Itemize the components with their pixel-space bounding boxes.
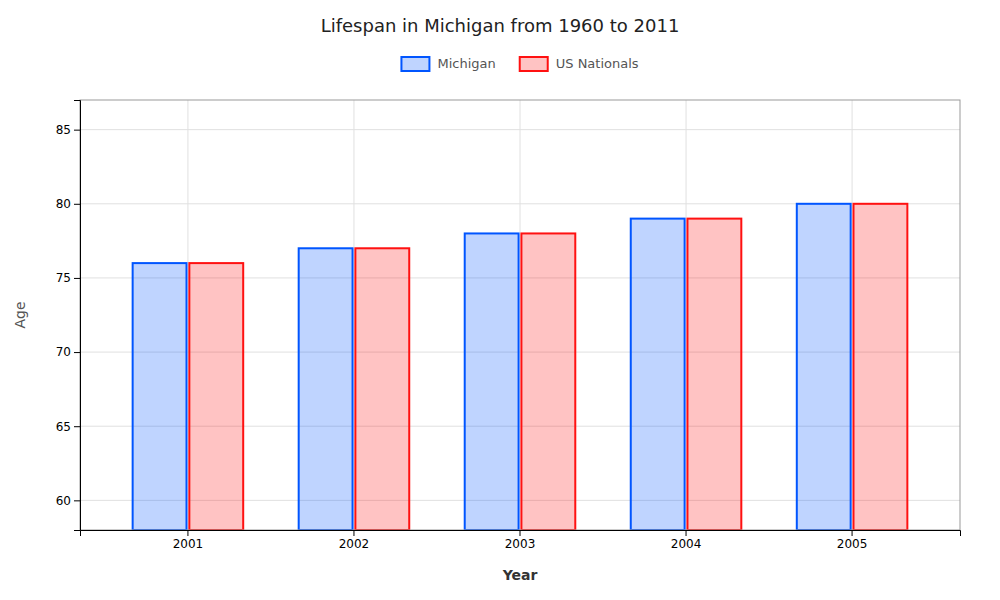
legend-label: US Nationals (556, 56, 639, 71)
x-tick-mark (520, 530, 521, 536)
chart: 2001 2002 2003 2004 2005 60 65 70 75 80 85 Year Age L… (0, 0, 1000, 600)
grid (80, 100, 960, 530)
bars (133, 204, 908, 530)
y-tick-label: 75 (56, 271, 71, 285)
x-tick: 2005 (837, 530, 868, 551)
plot-area: 2001 2002 2003 2004 2005 60 65 70 75 80 85 (56, 100, 961, 551)
x-tick-label: 2001 (173, 537, 204, 551)
legend-item: Michigan (401, 56, 495, 71)
y-tick: 70 (56, 345, 80, 359)
x-tick-label: 2003 (505, 537, 536, 551)
y-axis-line (74, 101, 81, 531)
x-axis: 2001 2002 2003 2004 2005 (81, 530, 961, 551)
legend-swatch (401, 57, 429, 71)
bar (521, 233, 575, 530)
legend: Michigan US Nationals (401, 56, 638, 71)
x-tick: 2001 (173, 530, 204, 551)
y-tick: 80 (56, 197, 80, 211)
y-tick: 75 (56, 271, 80, 285)
x-axis-line (81, 531, 961, 537)
bar (687, 219, 741, 530)
y-tick-label: 80 (56, 197, 71, 211)
x-tick-label: 2002 (339, 537, 370, 551)
y-tick-mark (74, 352, 80, 353)
x-tick: 2002 (339, 530, 370, 551)
grid-line-x (353, 100, 354, 530)
grid-line-x (852, 100, 853, 530)
x-tick: 2004 (671, 530, 702, 551)
x-tick-label: 2005 (837, 537, 868, 551)
title: Lifespan in Michigan from 1960 to 2011 (321, 15, 680, 36)
bar-series (189, 204, 907, 530)
grid-line-x (187, 100, 188, 530)
x-tick-mark (686, 530, 687, 536)
grid-line-x (686, 100, 687, 530)
legend-swatch (520, 57, 548, 71)
x-tick: 2003 (505, 530, 536, 551)
bar (189, 263, 243, 530)
bar (797, 204, 851, 530)
x-tick-label: 2004 (671, 537, 702, 551)
y-tick: 85 (56, 123, 80, 137)
x-axis-title: Year (502, 567, 538, 583)
y-axis: 60 65 70 75 80 85 (56, 101, 81, 531)
bar (853, 204, 907, 530)
bar-series (133, 204, 851, 530)
bar (299, 248, 353, 530)
grid-line-x (520, 100, 521, 530)
bar (355, 248, 409, 530)
bar (133, 263, 187, 530)
bar (465, 233, 519, 530)
x-tick-mark (353, 530, 354, 536)
y-tick-mark (74, 204, 80, 205)
y-tick-mark (74, 278, 80, 279)
plot-frame (80, 100, 960, 530)
y-tick-label: 65 (56, 420, 71, 434)
y-tick-mark (74, 500, 80, 501)
legend-item: US Nationals (520, 56, 639, 71)
bar (631, 219, 685, 530)
legend-label: Michigan (437, 56, 495, 71)
y-tick-mark (74, 130, 80, 131)
y-tick-label: 70 (56, 345, 71, 359)
x-tick-mark (187, 530, 188, 536)
y-tick-label: 85 (56, 123, 71, 137)
y-tick: 65 (56, 420, 80, 434)
y-tick-mark (74, 426, 80, 427)
y-tick: 60 (56, 494, 80, 508)
y-tick-label: 60 (56, 494, 71, 508)
x-tick-mark (852, 530, 853, 536)
y-axis-title: Age (12, 301, 28, 328)
